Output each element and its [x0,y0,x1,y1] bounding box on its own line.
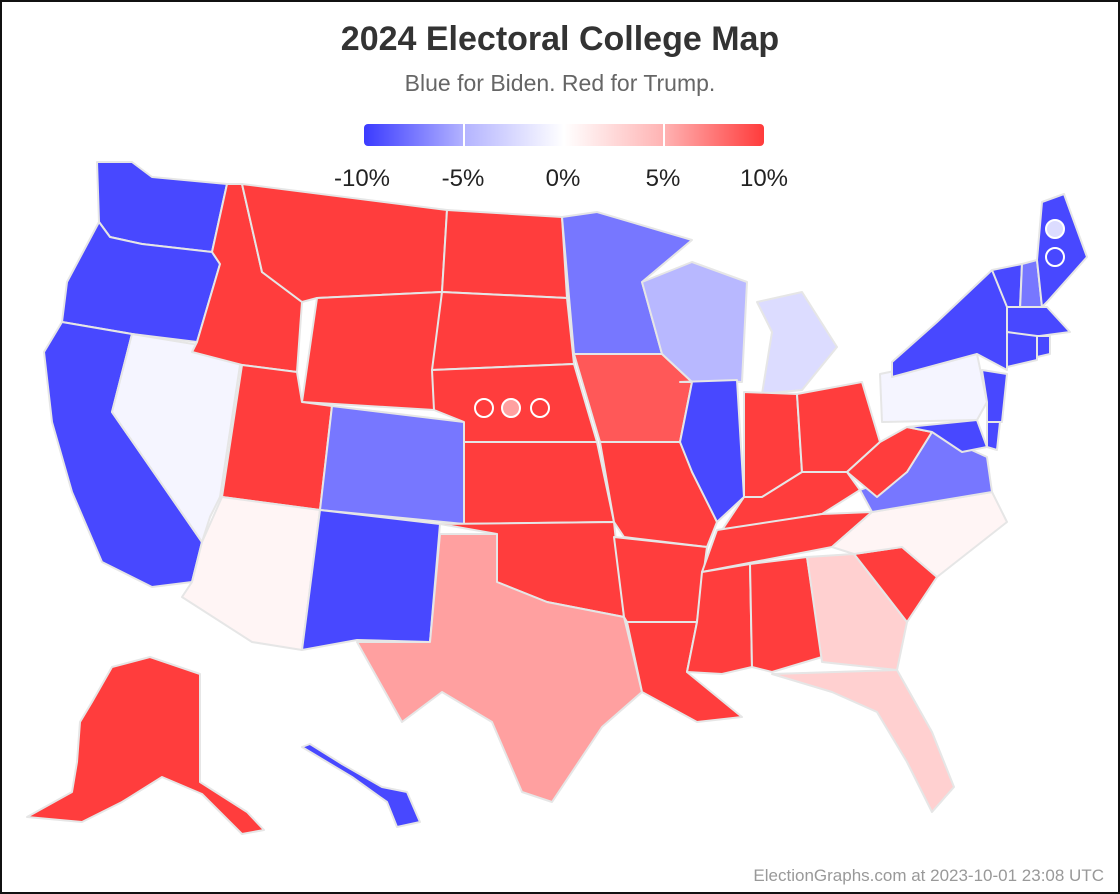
scale-label-neg10: -10% [333,165,391,192]
scale-tick [563,124,565,146]
state-il[interactable] [679,379,745,523]
state-mi[interactable] [756,291,838,395]
district-marker-ne3[interactable] [530,398,550,418]
district-marker-me1[interactable] [1045,219,1065,239]
footer-credit: ElectionGraphs.com at 2023-10-01 23:08 U… [753,866,1104,885]
state-de[interactable] [986,421,1001,451]
state-ar[interactable] [613,536,708,623]
state-wy[interactable] [301,291,443,411]
state-ct[interactable] [1006,331,1038,368]
state-ak[interactable] [26,656,265,835]
state-ny[interactable] [891,269,1008,378]
scale-label-zero: 0% [545,165,581,192]
page-title: 2024 Electoral College Map [340,20,780,58]
state-al[interactable] [749,556,823,673]
state-co[interactable] [319,405,465,525]
scale-tick [463,124,465,146]
district-marker-ne2[interactable] [501,398,521,418]
state-sd[interactable] [431,291,575,371]
state-hi[interactable] [301,743,421,828]
scale-label-pos10: 10% [739,165,789,192]
state-nd[interactable] [441,209,568,299]
district-marker-me2[interactable] [1045,247,1065,267]
state-fl[interactable] [771,669,955,813]
page-subtitle: Blue for Biden. Red for Trump. [404,70,716,96]
state-ga[interactable] [806,553,908,671]
state-wi[interactable] [641,261,748,383]
state-ri[interactable] [1036,335,1051,358]
state-nj[interactable] [981,369,1008,423]
state-nm[interactable] [301,509,441,651]
state-tx[interactable] [356,533,643,803]
state-ma[interactable] [1006,306,1071,338]
scale-label-neg5: -5% [441,165,485,192]
state-ks[interactable] [463,441,615,525]
scale-label-pos5: 5% [645,165,681,192]
scale-tick [663,124,665,146]
state-md[interactable] [906,419,988,453]
district-marker-ne1[interactable] [474,398,494,418]
color-scale-bar [364,124,764,146]
